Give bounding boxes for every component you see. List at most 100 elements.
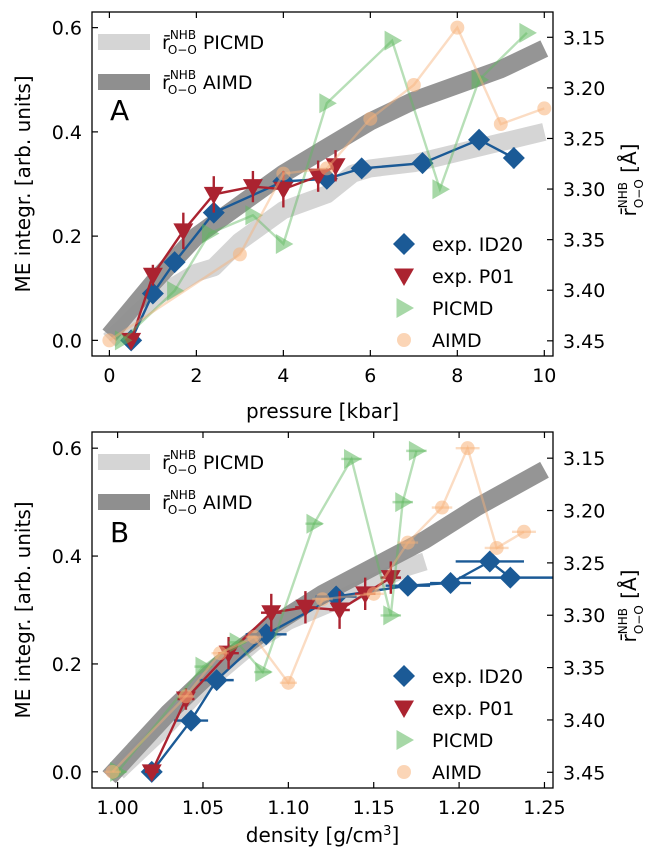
data-point: [255, 662, 273, 683]
y2-tick-label: 3.45: [563, 762, 605, 784]
data-point: [350, 157, 373, 180]
y-tick-label: 0.6: [52, 438, 82, 460]
data-point: [383, 605, 401, 626]
y2-tick-label: 3.35: [563, 230, 605, 252]
data-point: [489, 540, 504, 555]
legend-marker: [396, 298, 414, 318]
data-point: [471, 69, 490, 90]
data-point: [201, 223, 220, 244]
data-point: [516, 524, 531, 539]
legend-band-label: r̄NHB O−O PICMD: [162, 448, 264, 477]
y2-axis-label: r̄NHB O−O [Å]: [616, 144, 646, 217]
y-tick-label: 0.2: [52, 654, 82, 676]
x-tick-label: 1.25: [523, 797, 565, 819]
axes-frame: [91, 11, 554, 357]
data-point: [306, 513, 324, 534]
y2-tick-label: 3.40: [563, 710, 605, 732]
y2-tick-label: 3.25: [563, 128, 605, 150]
series-picmd: [114, 22, 537, 351]
data-point: [203, 186, 224, 205]
data-point: [493, 117, 508, 132]
legend-marker: [393, 665, 415, 687]
data-point: [205, 669, 228, 692]
legend-label: AIMD: [432, 762, 482, 784]
series-line: [150, 576, 392, 773]
legend-marker: [396, 730, 414, 750]
legend-label: exp. P01: [432, 698, 514, 720]
legend-band-label: r̄NHB O−O AIMD: [162, 488, 252, 517]
legend-band-label: r̄NHB O−O AIMD: [162, 68, 252, 97]
series-aimd: [103, 441, 536, 779]
data-point: [213, 646, 228, 661]
data-point: [519, 22, 537, 43]
legend-marker: [393, 233, 415, 255]
data-point: [319, 161, 334, 176]
data-point: [366, 586, 381, 601]
data-point: [114, 330, 133, 351]
data-point: [195, 656, 213, 677]
y-tick-label: 0.2: [52, 226, 82, 248]
data-point: [163, 251, 186, 274]
x-tick-label: 6: [364, 365, 376, 387]
axes-frame: [91, 431, 554, 789]
data-point: [406, 77, 421, 92]
data-point: [395, 492, 413, 513]
y2-tick-label: 3.25: [563, 553, 605, 575]
legend-label: PICMD: [432, 298, 493, 320]
legend-marker: [394, 700, 414, 718]
plot-area: [102, 20, 552, 352]
data-point: [502, 146, 525, 169]
y-tick-label: 0.4: [52, 122, 82, 144]
legend-label: exp. ID20: [432, 234, 523, 256]
data-point: [105, 764, 120, 779]
legend-band-label: r̄NHB O−O PICMD: [162, 28, 264, 57]
data-point: [432, 179, 450, 200]
data-point: [435, 500, 450, 515]
data-point: [142, 267, 163, 286]
data-point: [478, 550, 501, 573]
data-point: [439, 572, 462, 595]
y2-tick-label: 3.30: [563, 605, 605, 627]
data-point: [102, 333, 117, 348]
data-point: [319, 93, 337, 114]
data-point: [460, 441, 475, 456]
series-line: [111, 444, 525, 773]
series-aimd: [102, 20, 552, 348]
y2-tick-label: 3.30: [563, 179, 605, 201]
data-point: [499, 566, 522, 589]
band-picmd: [103, 123, 547, 347]
data-point: [276, 166, 291, 181]
x-tick-label: 1.15: [353, 797, 395, 819]
data-point: [380, 570, 401, 588]
data-point: [247, 629, 262, 644]
data-point: [281, 675, 296, 690]
legend-marker: [394, 268, 414, 286]
x-tick-label: 0: [103, 365, 115, 387]
panel-label: A: [110, 94, 129, 127]
legend-label: AIMD: [432, 330, 482, 352]
data-point: [315, 592, 330, 607]
data-point: [173, 223, 194, 241]
data-point: [411, 152, 434, 175]
y-axis-label: ME integr. [arb. units]: [11, 501, 35, 718]
data-point: [329, 602, 350, 620]
y2-tick-label: 3.45: [563, 331, 605, 353]
y2-tick-label: 3.35: [563, 658, 605, 680]
plot-area: [102, 440, 553, 784]
data-point: [468, 128, 491, 151]
y-tick-label: 0.6: [52, 18, 82, 40]
data-point: [396, 574, 419, 597]
x-axis-label: pressure [kbar]: [246, 399, 399, 423]
legend-label: exp. ID20: [432, 666, 523, 688]
data-point: [408, 440, 427, 461]
data-point: [261, 605, 282, 623]
data-point: [141, 764, 162, 782]
x-tick-label: 1.20: [438, 797, 480, 819]
y-tick-label: 0.4: [52, 546, 82, 568]
data-point: [232, 247, 247, 262]
y2-tick-label: 3.15: [563, 27, 605, 49]
y2-tick-label: 3.40: [563, 280, 605, 302]
legend-marker: [397, 333, 411, 347]
data-point: [400, 535, 415, 550]
